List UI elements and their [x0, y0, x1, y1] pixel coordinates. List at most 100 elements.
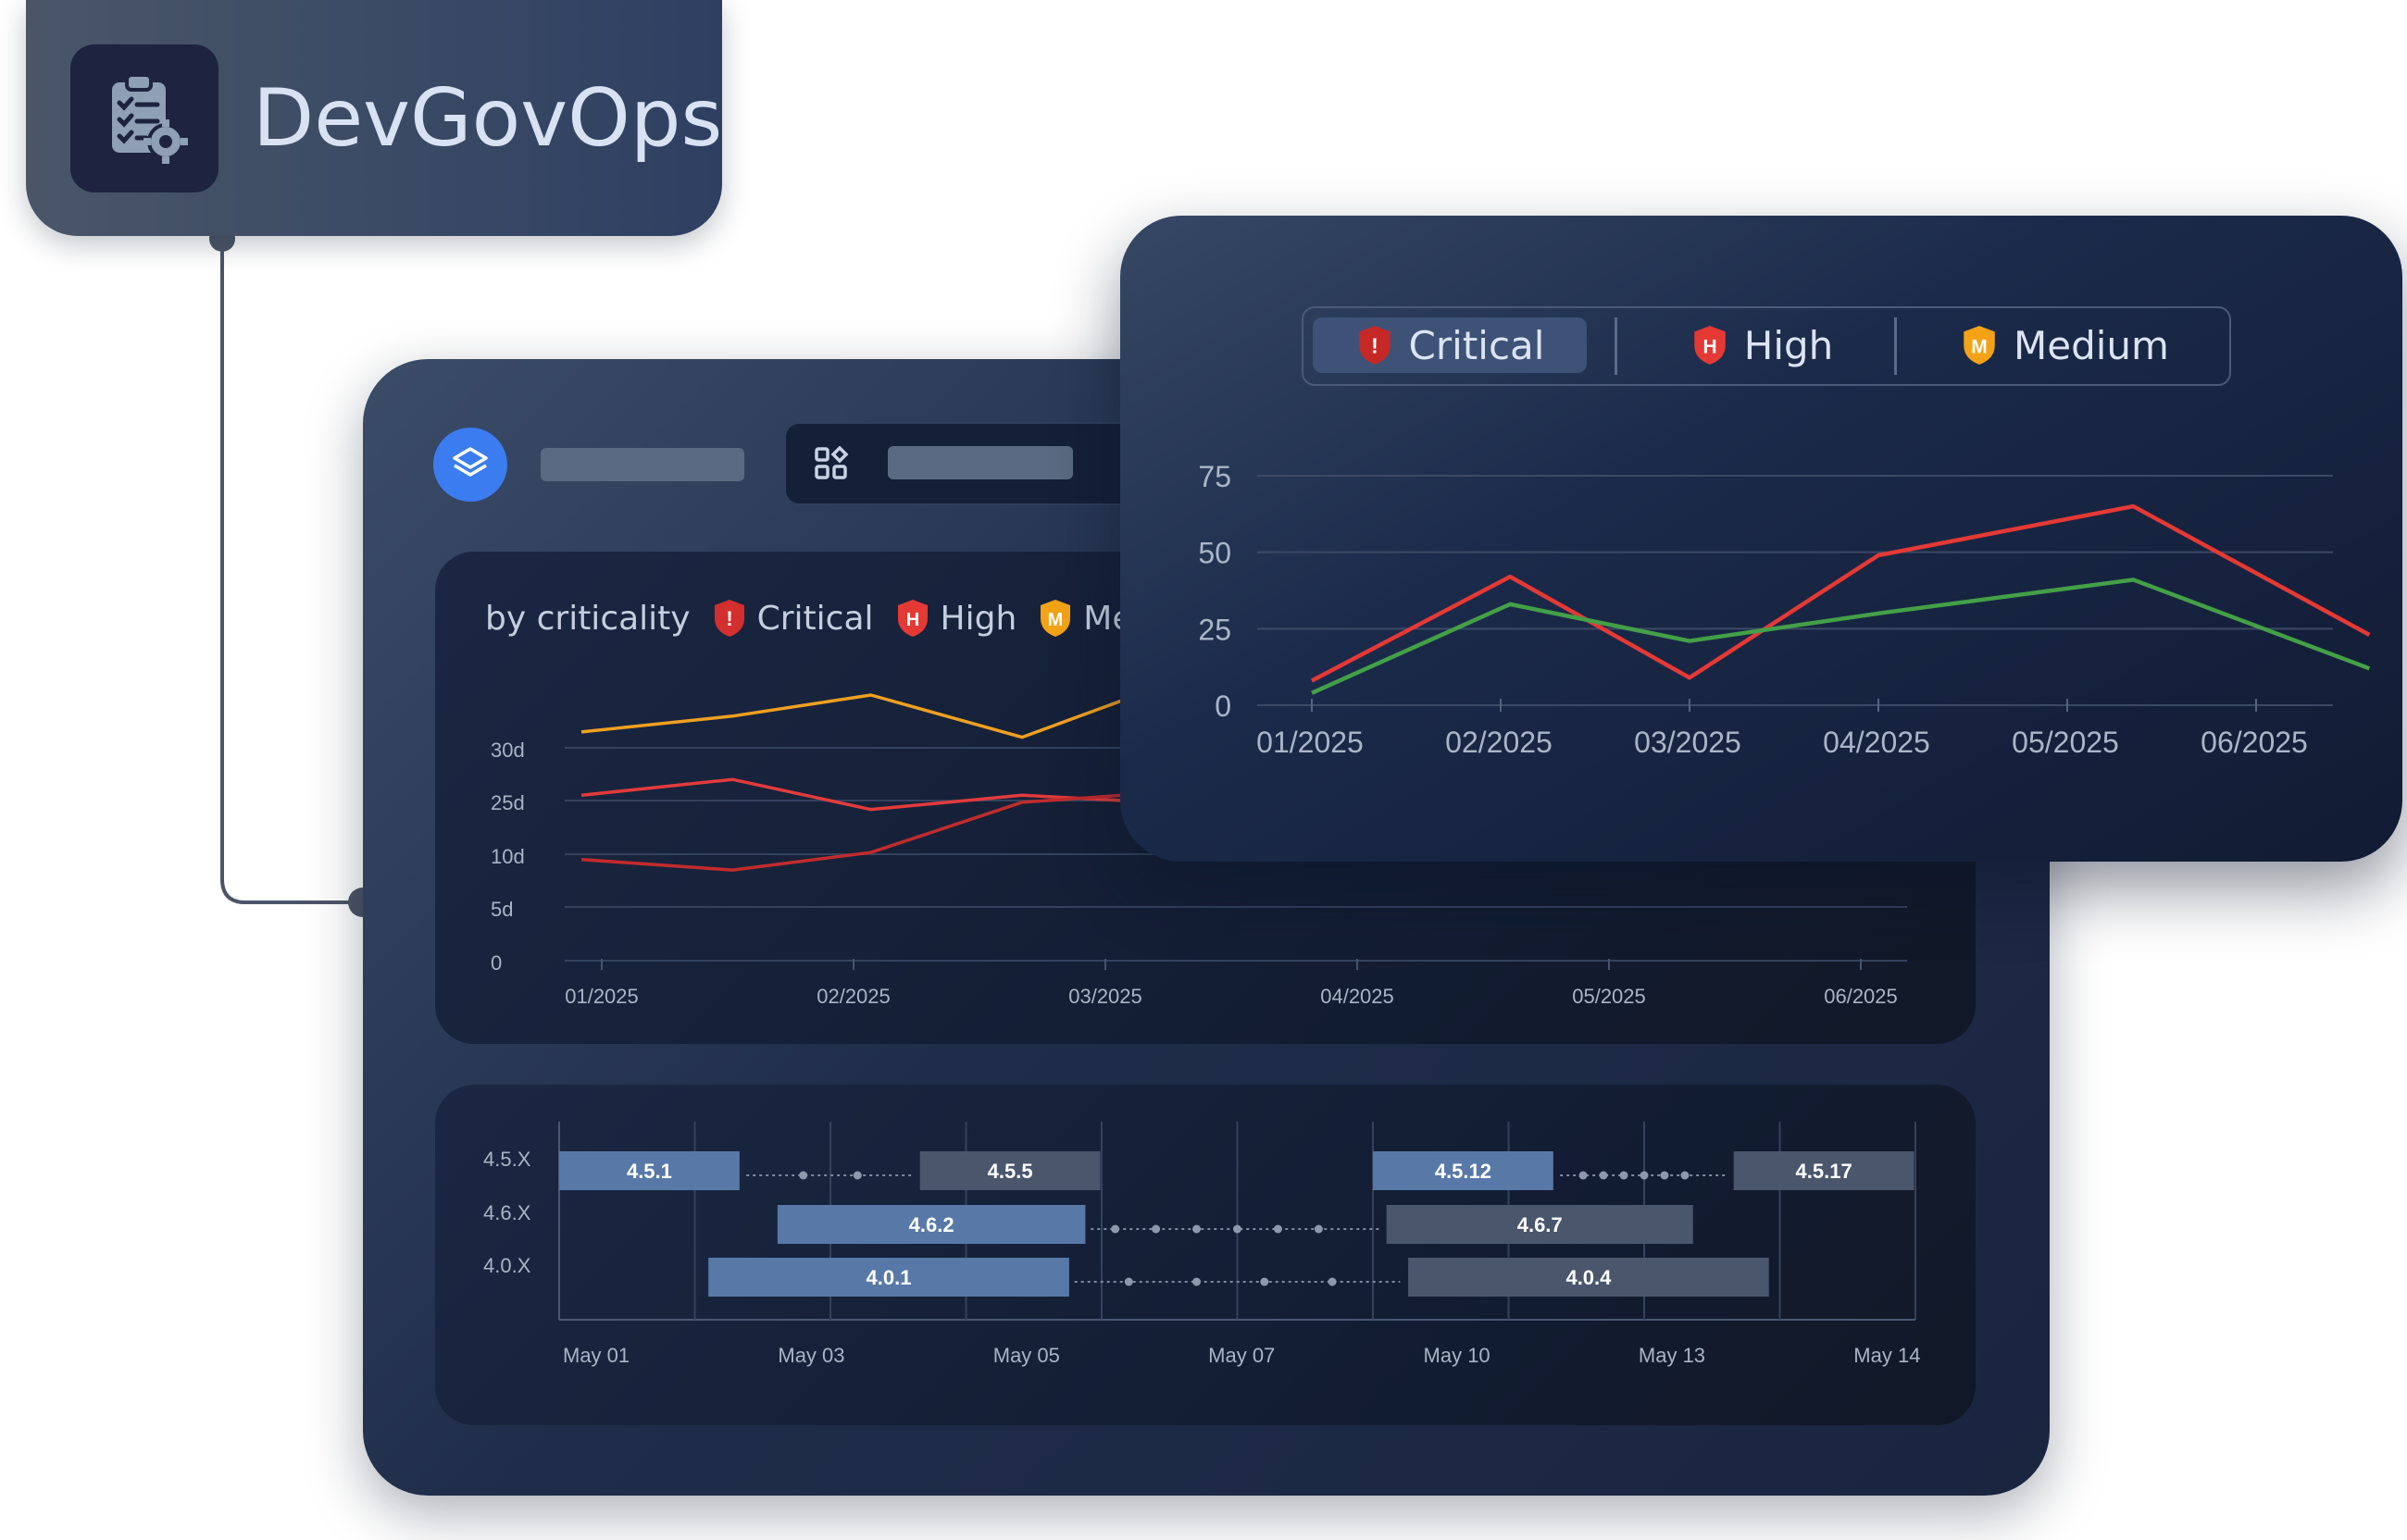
x-tick-label: May 07	[1208, 1344, 1275, 1367]
series-line	[580, 777, 1123, 812]
release-bar	[777, 1205, 1086, 1244]
trend-line-chart: 0 25 50 75 01/2025 02/2025 03/2025 04/2025 05/20…	[1198, 460, 2371, 759]
svg-text:M: M	[1048, 610, 1064, 630]
x-tick-label: May 03	[778, 1344, 844, 1367]
x-tick-label: May 14	[1853, 1344, 1920, 1367]
row-label: 4.6.X	[483, 1201, 531, 1224]
apps-grid-icon	[815, 446, 849, 479]
legend-high-label: High	[940, 599, 1017, 638]
release-bar	[1733, 1151, 1914, 1190]
x-tick-label: 03/2025	[1068, 985, 1142, 1008]
high-shield-icon: H	[1694, 326, 1726, 365]
criticality-tabs: ! Critical H High M Medium	[1302, 306, 2231, 386]
x-tick-label: 02/2025	[1445, 726, 1553, 759]
x-tick-label: 03/2025	[1634, 726, 1741, 759]
dependency-dot	[1260, 1277, 1269, 1286]
x-tick-label: 06/2025	[2201, 726, 2308, 759]
x-tick-label: 01/2025	[565, 985, 639, 1008]
series-line	[580, 793, 1123, 872]
layers-icon[interactable]	[433, 428, 507, 502]
legend-critical-label: Critical	[756, 599, 874, 638]
tab-medium-label: Medium	[2014, 322, 2169, 368]
dependency-dot	[853, 1171, 862, 1180]
y-tick-label: 10d	[491, 845, 525, 868]
trend-card: ! Critical H High M Medium 0 25 50 75 01/202…	[1120, 216, 2402, 862]
dependency-dot	[1192, 1224, 1202, 1234]
brand-title: DevGovOps	[253, 72, 723, 165]
release-bar	[1386, 1205, 1693, 1244]
y-tick-label: 50	[1198, 537, 1231, 570]
svg-text:H: H	[905, 610, 918, 630]
dependency-dot	[799, 1171, 808, 1180]
release-bar-label: 4.5.5	[988, 1160, 1033, 1183]
x-tick-label: 01/2025	[1256, 726, 1364, 759]
medium-shield-icon: M	[1964, 326, 1995, 365]
dependency-dot	[1111, 1224, 1120, 1234]
criticality-heading: by criticality	[485, 599, 691, 638]
release-bar-label: 4.0.4	[1565, 1266, 1612, 1289]
dependency-dot	[1619, 1171, 1628, 1180]
x-tick-label: May 10	[1424, 1344, 1490, 1367]
dependency-dot	[1273, 1224, 1282, 1234]
y-tick-label: 25	[1198, 613, 1231, 646]
dependency-dot	[1599, 1171, 1608, 1180]
tab-high[interactable]: H High	[1628, 317, 1896, 373]
row-label: 4.5.X	[483, 1148, 531, 1171]
dependency-dot	[1578, 1171, 1588, 1180]
y-tick-label: 5d	[491, 898, 513, 921]
dependency-dot	[1192, 1277, 1202, 1286]
row-label: 4.0.X	[483, 1254, 531, 1277]
y-tick-label: 75	[1198, 460, 1231, 493]
x-tick-label: May 13	[1639, 1344, 1705, 1367]
dependency-dot	[1152, 1224, 1161, 1234]
y-tick-label: 30d	[491, 739, 525, 762]
dependency-dot	[1660, 1171, 1669, 1180]
tab-high-label: High	[1743, 322, 1834, 368]
critical-shield-icon: !	[714, 600, 744, 637]
dependency-dot	[1124, 1277, 1133, 1286]
selector-placeholder	[888, 446, 1073, 479]
legend-high: H High	[894, 598, 1017, 639]
legend-critical: ! Critical	[711, 598, 874, 639]
release-bar	[1408, 1258, 1769, 1297]
series-line	[1311, 578, 2371, 695]
brand-badge: DevGovOps	[26, 0, 722, 236]
release-bar-label: 4.5.12	[1435, 1160, 1491, 1183]
y-tick-label: 0	[491, 951, 502, 975]
release-bar-label: 4.6.7	[1517, 1213, 1563, 1236]
tab-divider	[1894, 317, 1897, 375]
release-gantt-chart: 4.5.X 4.6.X 4.0.X May 01 May 03 May 05 May 07 M…	[483, 1122, 1920, 1367]
release-bar	[559, 1151, 740, 1190]
dependency-dot	[1314, 1224, 1323, 1234]
x-tick-label: 05/2025	[1572, 985, 1646, 1008]
x-tick-label: 04/2025	[1320, 985, 1394, 1008]
release-bar-label: 4.5.1	[627, 1160, 672, 1183]
release-bar	[708, 1258, 1069, 1297]
medium-shield-icon: M	[1041, 600, 1071, 637]
high-shield-icon: H	[897, 600, 928, 637]
tab-medium[interactable]: M Medium	[1907, 317, 2222, 373]
release-bar-label: 4.5.17	[1796, 1160, 1852, 1183]
dependency-dot	[1233, 1224, 1241, 1234]
y-tick-label: 25d	[491, 791, 525, 814]
dependency-dot	[1640, 1171, 1649, 1180]
clipboard-gear-icon	[70, 44, 218, 192]
critical-shield-icon: !	[1358, 326, 1391, 365]
view-selector[interactable]	[784, 422, 1177, 505]
tab-critical[interactable]: ! Critical	[1313, 317, 1587, 373]
x-tick-label: 04/2025	[1823, 726, 1930, 759]
svg-text:!: !	[1371, 333, 1378, 357]
title-placeholder	[541, 448, 744, 481]
x-tick-label: 02/2025	[817, 985, 891, 1008]
dependency-dot	[1328, 1277, 1337, 1286]
release-bar-label: 4.0.1	[867, 1266, 912, 1289]
release-bar-label: 4.6.2	[909, 1213, 954, 1236]
x-tick-label: May 01	[563, 1344, 630, 1367]
svg-text:H: H	[1702, 336, 1716, 357]
x-tick-label: 06/2025	[1824, 985, 1898, 1008]
series-line	[580, 693, 1124, 739]
series-line	[1310, 503, 2371, 683]
tab-critical-label: Critical	[1408, 322, 1545, 368]
svg-text:M: M	[1971, 336, 1987, 357]
x-tick-label: May 05	[993, 1344, 1060, 1367]
